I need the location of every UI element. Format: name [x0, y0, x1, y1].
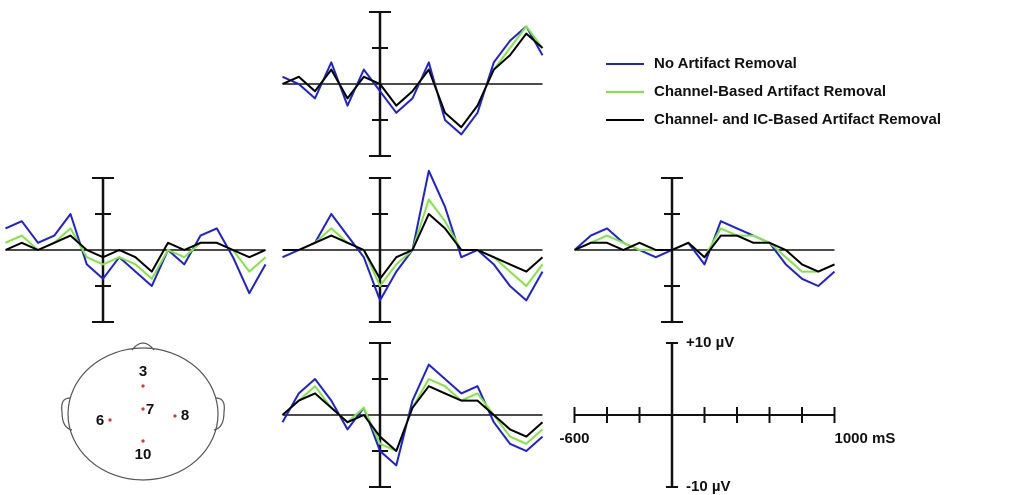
- waveform: [282, 169, 544, 302]
- legend-label: No Artifact Removal: [654, 55, 797, 72]
- waveform: [5, 234, 266, 273]
- electrode-label: 10: [135, 446, 152, 463]
- electrode-label: 7: [146, 401, 154, 418]
- waveform: [282, 25, 544, 136]
- electrode-dots: [108, 384, 177, 443]
- electrode-label: 8: [181, 407, 189, 424]
- waveform: [282, 32, 544, 129]
- waveform: [282, 198, 544, 287]
- electrode-dot: [108, 418, 112, 422]
- y-tick-label: +10 µV: [686, 334, 734, 351]
- electrode-label: 6: [96, 412, 104, 429]
- waveform: [281, 363, 544, 467]
- left-ear: [61, 397, 73, 431]
- legend-label: Channel-Based Artifact Removal: [654, 83, 886, 100]
- electrode-dot: [141, 407, 145, 411]
- waveform: [5, 213, 267, 295]
- x-tick-label: -600: [559, 430, 589, 447]
- electrode-label: 3: [139, 363, 147, 380]
- electrode-dot: [173, 414, 177, 418]
- waveform: [574, 234, 835, 273]
- waveform: [281, 385, 544, 452]
- legend-label: Channel- and IC-Based Artifact Removal: [654, 111, 941, 128]
- right-ear: [213, 397, 225, 431]
- waveform: [282, 213, 544, 280]
- y-tick-label: -10 µV: [686, 478, 731, 495]
- head-outline: [67, 347, 219, 481]
- nose: [131, 342, 155, 351]
- head-diagram: [61, 342, 225, 481]
- waveform: [573, 220, 836, 287]
- electrode-dot: [141, 439, 145, 443]
- electrode-dot: [141, 384, 145, 388]
- x-tick-label: 1000 mS: [835, 430, 896, 447]
- waveform: [282, 25, 544, 129]
